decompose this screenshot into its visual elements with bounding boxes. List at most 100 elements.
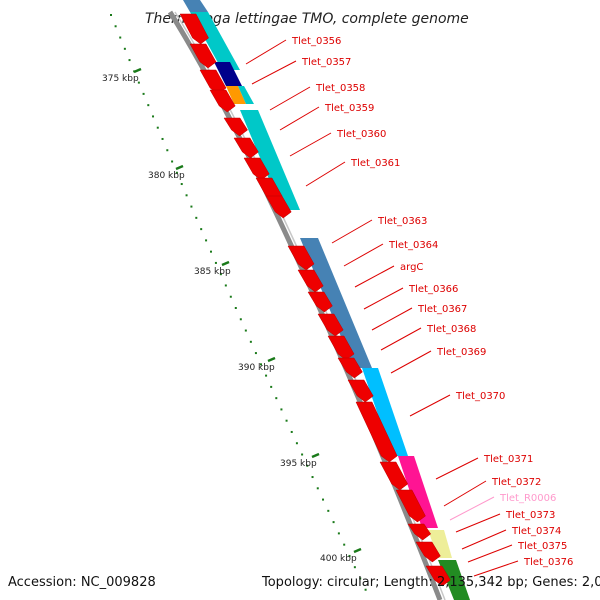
gene-label[interactable]: Tlet_0376: [523, 557, 573, 568]
ruler-minor-tick: [156, 126, 159, 129]
gene-label[interactable]: Tlet_0359: [324, 103, 374, 114]
kbp-label: 395 kbp: [280, 459, 317, 469]
ruler-minor-tick: [152, 115, 155, 118]
cds-arrow: [395, 489, 426, 523]
gene-leader-line: [245, 39, 287, 65]
kbp-label: 390 kbp: [238, 363, 275, 373]
ruler-major-tick: [353, 547, 362, 554]
gene-labels: Tlet_0356 Tlet_0357 Tlet_0358 Tlet_0359 Tlet…: [245, 36, 573, 577]
ruler-minor-tick: [209, 250, 212, 253]
ruler-minor-tick: [137, 81, 140, 84]
cog-band-segment: [398, 456, 438, 528]
gene-leader-line: [279, 106, 320, 131]
gene-leader-line: [343, 243, 384, 267]
gene-label[interactable]: Tlet_0375: [517, 541, 567, 552]
gene-label[interactable]: Tlet_0357: [301, 57, 351, 68]
ruler-minor-tick: [166, 149, 169, 152]
cds-arrow: [407, 523, 432, 541]
gene-label[interactable]: argC: [400, 262, 423, 273]
gene-label[interactable]: Tlet_0372: [491, 477, 541, 488]
gene-leader-line: [251, 60, 297, 85]
cds-arrow: [379, 461, 409, 491]
cds-arrow: [337, 357, 363, 379]
ruler-minor-tick: [259, 363, 262, 366]
gene-label[interactable]: Tlet_0368: [426, 324, 476, 335]
gene-label[interactable]: Tlet_0364: [388, 240, 438, 251]
ruler-minor-tick: [234, 307, 237, 309]
ruler-minor-tick: [280, 408, 283, 411]
cog-band-segment: [214, 62, 242, 86]
gene-label[interactable]: Tlet_0369: [436, 347, 486, 358]
gene-label[interactable]: Tlet_0363: [377, 216, 427, 227]
cds-arrow: [317, 313, 344, 337]
gene-leader-line: [461, 529, 507, 550]
ruler-minor-tick: [229, 295, 232, 298]
gene-label[interactable]: Tlet_0358: [315, 83, 365, 94]
ruler-minor-tick: [110, 14, 112, 16]
cds-arrow: [307, 291, 333, 313]
ruler-minor-tick: [275, 397, 278, 400]
gene-label[interactable]: Tlet_R0006: [499, 493, 556, 504]
ruler-minor-tick: [348, 554, 351, 557]
ruler-minor-tick: [200, 228, 203, 231]
gene-label[interactable]: Tlet_0366: [408, 284, 458, 295]
ruler-minor-tick: [295, 442, 298, 445]
ruler-minor-tick: [337, 532, 340, 535]
gene-label[interactable]: Tlet_0371: [483, 454, 533, 465]
ruler-major-tick: [311, 452, 320, 459]
topology-text: Topology: circular; Length: 2,135,342 bp…: [261, 575, 600, 590]
gene-leader-line: [289, 132, 332, 157]
kbp-label: 380 kbp: [148, 171, 185, 181]
cds-arrow: [415, 541, 441, 563]
ruler-minor-tick: [301, 453, 304, 456]
cds-arrow: [355, 401, 398, 463]
ruler-minor-tick: [205, 239, 208, 242]
gene-leader-line: [435, 457, 479, 480]
gene-label[interactable]: Tlet_0361: [350, 158, 400, 169]
ruler-major-tick: [221, 260, 230, 267]
ruler-minor-tick: [114, 25, 117, 28]
cds-arrow: [297, 269, 324, 293]
ruler-minor-tick: [219, 273, 222, 276]
cds-arrow: [425, 565, 451, 587]
ruler-minor-tick: [244, 329, 247, 332]
cds-arrow: [287, 245, 315, 271]
gene-leader-line: [467, 544, 513, 563]
ruler-minor-tick: [123, 47, 126, 50]
gene-leader-line: [331, 219, 373, 244]
genome-backbone: [167, 10, 443, 600]
ruler-minor-tick: [195, 216, 198, 219]
gene-leader-line: [449, 496, 495, 521]
gene-label[interactable]: Tlet_0367: [417, 304, 467, 315]
ruler-major-tick: [175, 164, 184, 171]
gene-leader-line: [354, 265, 395, 288]
cds-arrow: [189, 43, 217, 69]
ruler-major-tick: [267, 356, 276, 363]
ruler-minor-tick: [316, 487, 319, 490]
gene-label[interactable]: Tlet_0373: [505, 510, 555, 521]
gene-leader-line: [380, 327, 422, 351]
cds-arrow: [347, 379, 374, 403]
gene-leader-line: [409, 394, 451, 417]
gene-leader-line: [371, 307, 413, 331]
cog-band-segment: [362, 368, 408, 456]
gene-label[interactable]: Tlet_0360: [336, 129, 386, 140]
ruler-minor-tick: [185, 194, 188, 197]
gene-label[interactable]: Tlet_0356: [291, 36, 341, 47]
ruler-minor-tick: [353, 566, 356, 569]
cds-arrow: [243, 157, 270, 181]
gene-label[interactable]: Tlet_0370: [455, 391, 505, 402]
ruler-minor-tick: [364, 588, 367, 591]
ruler-minor-tick: [285, 419, 288, 422]
ruler-minor-tick: [119, 36, 122, 39]
cds-arrow: [209, 89, 236, 113]
ruler-minor-tick: [239, 318, 242, 321]
cog-band-segment: [183, 0, 208, 12]
cog-band-segment: [428, 530, 452, 558]
gene-label[interactable]: Tlet_0374: [511, 526, 561, 537]
ruler-minor-tick: [290, 430, 293, 433]
ruler-minor-tick: [171, 160, 174, 163]
ruler-minor-tick: [359, 577, 362, 580]
cds-arrow: [327, 335, 355, 361]
gene-leader-line: [455, 513, 501, 533]
